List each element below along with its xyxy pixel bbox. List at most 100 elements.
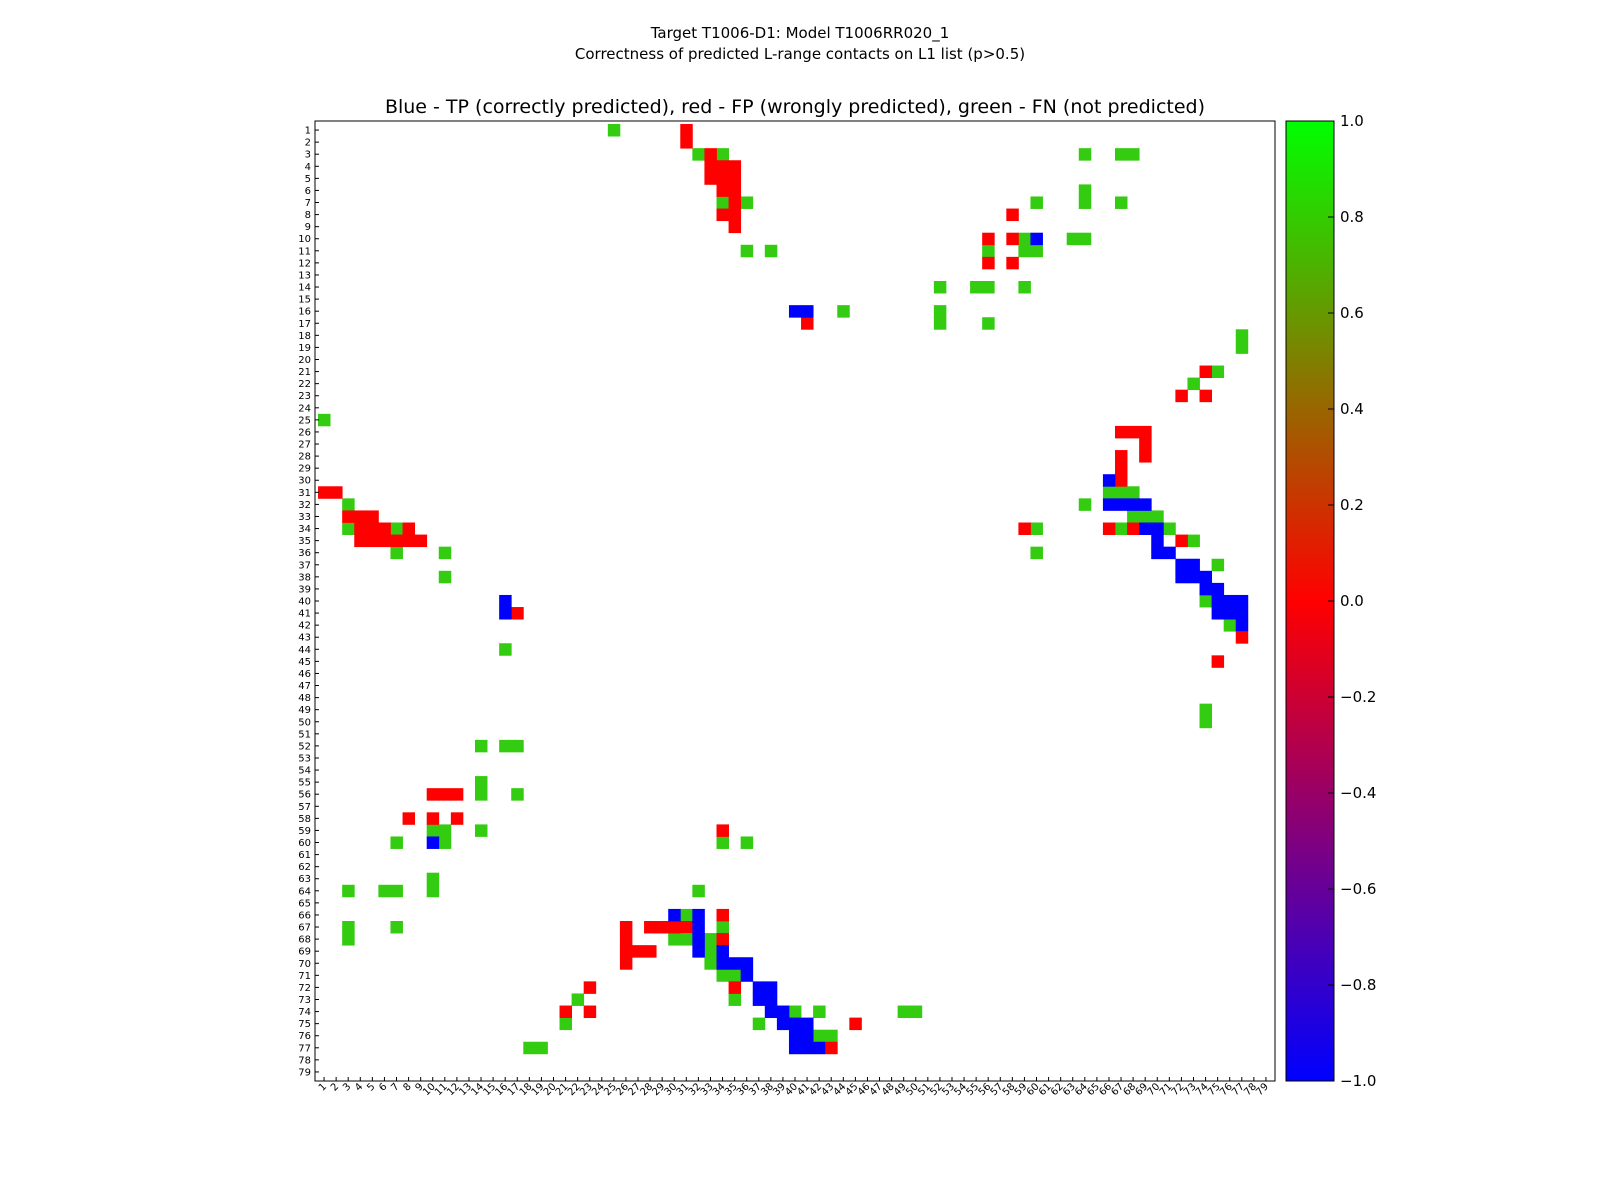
cell-fn-22-73 bbox=[1187, 377, 1200, 391]
cell-fp-34-5 bbox=[366, 522, 379, 535]
cell-fn-71-35 bbox=[728, 969, 742, 982]
cell-fp-21-74 bbox=[1199, 365, 1213, 379]
cell-fp-17-41 bbox=[801, 317, 814, 330]
cell-fp-58-10 bbox=[426, 812, 440, 825]
x-tick-label-8: 8 bbox=[401, 1081, 413, 1093]
cell-tp-41-16 bbox=[499, 607, 512, 620]
cell-fn-70-33 bbox=[704, 957, 717, 970]
y-tick-label-53: 53 bbox=[298, 753, 311, 764]
y-tick-label-39: 39 bbox=[298, 584, 311, 595]
cell-tp-60-10 bbox=[426, 836, 440, 849]
cell-tp-32-68 bbox=[1127, 498, 1140, 511]
y-tick-label-50: 50 bbox=[298, 717, 311, 728]
cell-fp-33-5 bbox=[366, 510, 379, 523]
cell-fn-74-49 bbox=[897, 1005, 911, 1019]
y-tick-label-36: 36 bbox=[298, 548, 311, 559]
cell-fn-52-14 bbox=[475, 739, 488, 753]
y-tick-label-21: 21 bbox=[298, 367, 311, 378]
y-tick-label-20: 20 bbox=[298, 355, 311, 366]
cell-fp-72-23 bbox=[583, 981, 597, 994]
colorbar-tick-label-7: −0.4 bbox=[1340, 784, 1376, 802]
cell-fn-37-75 bbox=[1211, 558, 1225, 572]
x-tick-label-1: 1 bbox=[317, 1081, 329, 1093]
cell-fn-18-77 bbox=[1235, 329, 1249, 342]
colorbar-tick-label-9: −0.8 bbox=[1340, 976, 1376, 994]
y-tick-label-72: 72 bbox=[298, 983, 311, 994]
cell-fn-68-3 bbox=[342, 933, 355, 946]
colorbar-ticks: 1.0 0.8 0.6 0.4 0.2 0.0 −0.2 −0.4 −0.6 −0.8 −1.0 bbox=[1328, 112, 1376, 1090]
cell-tp-32-69 bbox=[1139, 498, 1152, 511]
cell-fn-31-68 bbox=[1127, 486, 1140, 499]
cell-tp-41-75 bbox=[1211, 607, 1225, 620]
y-tick-label-47: 47 bbox=[298, 681, 311, 692]
cell-tp-72-38 bbox=[764, 981, 778, 994]
cell-fn-7-34 bbox=[716, 196, 729, 209]
cell-fn-64-6 bbox=[378, 884, 391, 898]
cell-fp-23-72 bbox=[1175, 389, 1188, 403]
cell-fn-35-73 bbox=[1187, 534, 1200, 548]
cell-fp-77-43 bbox=[825, 1041, 838, 1055]
cell-fp-68-34 bbox=[716, 933, 729, 946]
cell-fp-8-35 bbox=[728, 208, 742, 222]
cell-fn-11-56 bbox=[982, 244, 995, 258]
y-tick-label-30: 30 bbox=[298, 476, 311, 487]
cell-tp-70-34 bbox=[716, 957, 729, 970]
cell-tp-70-36 bbox=[740, 957, 754, 970]
cell-fn-60-11 bbox=[438, 836, 452, 849]
cell-fp-33-3 bbox=[342, 510, 355, 523]
cell-tp-37-73 bbox=[1187, 558, 1200, 572]
cell-fp-69-26 bbox=[619, 945, 633, 958]
cell-fn-32-3 bbox=[342, 498, 355, 511]
cell-tp-36-70 bbox=[1151, 546, 1164, 560]
cell-fn-10-64 bbox=[1078, 232, 1092, 246]
y-tick-label-15: 15 bbox=[298, 295, 311, 306]
y-tick-label-62: 62 bbox=[298, 862, 311, 873]
y-tick-label-71: 71 bbox=[298, 971, 311, 982]
cell-fn-74-50 bbox=[909, 1005, 923, 1019]
cell-fn-44-16 bbox=[499, 643, 512, 656]
y-tick-label-18: 18 bbox=[298, 331, 311, 342]
cell-fn-68-33 bbox=[704, 933, 717, 946]
y-tick-label-10: 10 bbox=[298, 234, 311, 245]
cell-tp-68-32 bbox=[692, 933, 705, 946]
cell-fp-66-34 bbox=[716, 908, 729, 922]
y-tick-label-34: 34 bbox=[298, 524, 311, 535]
cell-fp-35-8 bbox=[402, 534, 416, 548]
cell-fn-11-38 bbox=[764, 244, 778, 258]
y-tick-label-42: 42 bbox=[298, 621, 311, 632]
cell-fp-35-9 bbox=[414, 534, 428, 548]
cell-fn-74-40 bbox=[788, 1005, 802, 1019]
cell-fn-77-19 bbox=[535, 1041, 548, 1055]
cell-tp-74-39 bbox=[776, 1005, 790, 1019]
cell-fn-10-59 bbox=[1018, 232, 1031, 246]
cell-fn-60-7 bbox=[390, 836, 403, 849]
cell-fp-1-31 bbox=[680, 124, 693, 137]
cell-fp-10-56 bbox=[982, 232, 995, 246]
cell-fp-67-28 bbox=[644, 921, 657, 934]
cell-fp-26-67 bbox=[1115, 425, 1128, 439]
cell-fn-31-66 bbox=[1102, 486, 1116, 499]
x-tick-label-7: 7 bbox=[389, 1081, 401, 1093]
cell-fp-8-58 bbox=[1006, 208, 1019, 222]
y-tick-label-23: 23 bbox=[298, 391, 311, 402]
cell-tp-41-77 bbox=[1235, 607, 1249, 620]
y-tick-label-58: 58 bbox=[298, 814, 311, 825]
cell-fp-23-74 bbox=[1199, 389, 1213, 403]
cell-fp-56-12 bbox=[450, 788, 464, 801]
cell-fn-1-25 bbox=[607, 124, 621, 137]
cell-fp-35-5 bbox=[366, 534, 379, 548]
cell-fn-42-76 bbox=[1223, 619, 1237, 632]
cell-fn-49-74 bbox=[1199, 703, 1213, 717]
x-tick-label-4: 4 bbox=[353, 1081, 365, 1093]
cell-fn-14-55 bbox=[970, 281, 983, 294]
heatmap-cells bbox=[318, 124, 1249, 1055]
y-tick-label-12: 12 bbox=[298, 258, 311, 269]
cell-tp-40-77 bbox=[1235, 594, 1249, 608]
cell-fp-4-34 bbox=[716, 160, 729, 173]
cell-fn-64-7 bbox=[390, 884, 403, 898]
cell-fp-69-27 bbox=[631, 945, 645, 958]
cell-fp-34-4 bbox=[354, 522, 367, 535]
y-tick-label-61: 61 bbox=[298, 850, 311, 861]
cell-fn-3-64 bbox=[1078, 148, 1092, 161]
cell-fn-14-59 bbox=[1018, 281, 1031, 294]
